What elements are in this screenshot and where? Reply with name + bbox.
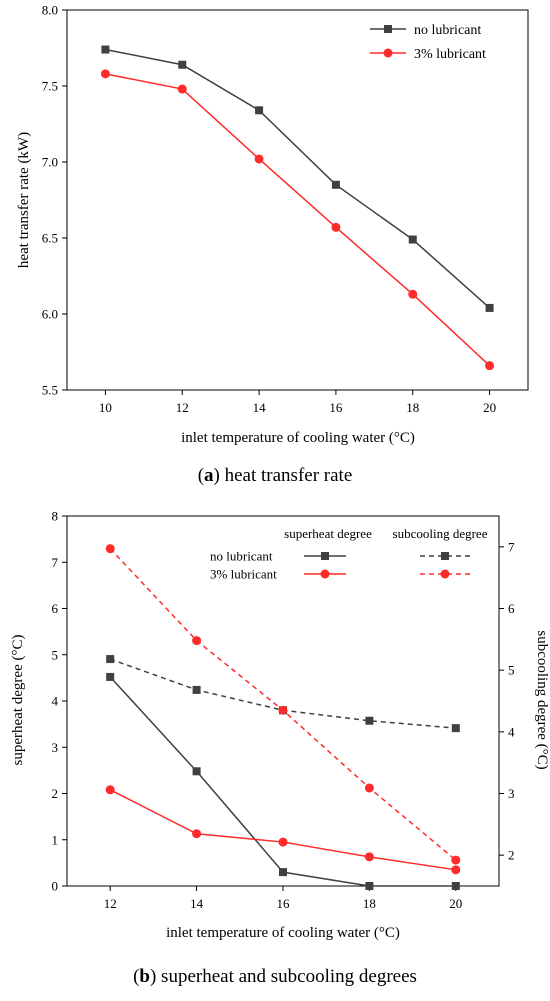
y-tick-label-a: 5.5 <box>42 383 58 398</box>
data-point-b-1 <box>278 837 288 847</box>
legend-marker-a <box>383 48 393 58</box>
caption-b: (b) superheat and subcooling degrees <box>133 966 417 987</box>
data-point-b-3 <box>278 705 288 715</box>
chart-superheat-subcooling: superheat degree (°C) subcooling degree … <box>10 509 550 988</box>
x-tick-label-a: 18 <box>406 400 419 415</box>
data-point-b-0 <box>279 868 287 877</box>
data-point-a-1 <box>408 289 418 299</box>
legend-row-label-b: no lubricant <box>210 549 273 564</box>
data-point-b-1 <box>451 865 461 875</box>
legend-label-a: 3% lubricant <box>414 47 486 62</box>
legend-a: no lubricant 3% lubricant <box>370 23 486 62</box>
caption-a-label: a <box>204 465 214 486</box>
legend-header-b: superheat degree <box>284 526 372 541</box>
data-point-a-0 <box>485 303 494 312</box>
y-tick-label-b: 4 <box>52 694 59 709</box>
data-point-a-1 <box>254 154 264 164</box>
y2-tick-label-b: 2 <box>508 848 515 863</box>
y-tick-label-a: 7.5 <box>42 79 58 94</box>
y-tick-label-a: 8.0 <box>42 3 58 18</box>
data-point-a-0 <box>178 60 187 69</box>
y2-tick-label-b: 3 <box>508 786 515 801</box>
legend-b: superheat degree subcooling degree no lubr… <box>210 526 488 582</box>
data-point-b-3 <box>451 855 461 865</box>
legend-marker-b <box>440 569 450 579</box>
y-axis-label-a: heat transfer rate (kW) <box>16 132 32 268</box>
legend-marker-b <box>441 552 449 560</box>
y-tick-label-b: 3 <box>52 740 59 755</box>
y-tick-label-b: 7 <box>52 555 59 570</box>
legend-marker-b <box>321 552 329 560</box>
caption-a-text: heat transfer rate <box>225 465 353 486</box>
data-point-a-0 <box>101 45 110 54</box>
x-tick-label-b: 16 <box>277 896 291 911</box>
data-point-b-3 <box>105 544 115 554</box>
y-tick-label-a: 7.0 <box>42 155 58 170</box>
y2-tick-label-b: 6 <box>508 601 515 616</box>
legend-row-label-b: 3% lubricant <box>210 567 277 582</box>
data-point-b-2 <box>106 655 115 664</box>
x-axis-label-a: inlet temperature of cooling water (°C) <box>181 430 415 446</box>
y-tick-label-b: 0 <box>52 879 59 894</box>
series-line-a-1 <box>105 73 491 367</box>
data-point-a-1 <box>100 69 110 79</box>
y-tick-label-b: 8 <box>52 509 59 524</box>
data-point-a-0 <box>408 235 417 244</box>
data-point-b-2 <box>365 716 374 725</box>
x-tick-label-b: 12 <box>104 896 117 911</box>
x-tick-label-a: 20 <box>483 400 496 415</box>
plot-frame-a <box>66 9 529 391</box>
series-line-b-3 <box>109 548 457 861</box>
legend-marker-a <box>384 25 392 33</box>
y-tick-label-b: 2 <box>52 786 59 801</box>
y-tick-label-a: 6.0 <box>42 307 58 322</box>
data-point-b-1 <box>192 829 202 839</box>
y-axis-label-b: superheat degree (°C) <box>10 635 26 766</box>
data-point-b-0 <box>106 672 115 681</box>
x-tick-label-a: 12 <box>176 400 189 415</box>
chart-heat-transfer-rate: heat transfer rate (kW) inlet temperatur… <box>16 3 529 486</box>
data-point-b-2 <box>451 724 460 733</box>
x-tick-label-a: 16 <box>329 400 343 415</box>
x-tick-label-b: 20 <box>449 896 462 911</box>
legend-marker-b <box>320 569 330 579</box>
y-tick-label-b: 1 <box>52 832 59 847</box>
data-point-a-1 <box>485 361 495 371</box>
data-point-b-1 <box>105 785 115 795</box>
caption-a: (a) heat transfer rate <box>198 465 353 486</box>
y2-tick-label-b: 4 <box>508 724 515 739</box>
data-point-a-0 <box>255 106 264 115</box>
data-point-b-2 <box>192 685 201 694</box>
data-point-b-1 <box>364 852 374 862</box>
x-tick-label-b: 14 <box>190 896 204 911</box>
data-point-a-1 <box>331 222 341 232</box>
series-line-b-1 <box>109 789 456 871</box>
legend-header-b: subcooling degree <box>393 526 488 541</box>
series-line-a-0 <box>105 48 491 309</box>
y2-tick-label-b: 5 <box>508 663 515 678</box>
data-point-b-0 <box>451 882 460 890</box>
x-axis-label-b: inlet temperature of cooling water (°C) <box>166 925 400 941</box>
legend-label-a: no lubricant <box>414 23 481 38</box>
x-tick-label-a: 10 <box>99 400 112 415</box>
data-point-b-0 <box>192 767 201 776</box>
x-tick-label-b: 18 <box>363 896 376 911</box>
series-line-b-2 <box>109 658 456 729</box>
caption-b-label: b <box>139 966 150 987</box>
y-tick-label-a: 6.5 <box>42 231 58 246</box>
data-point-b-3 <box>364 783 374 793</box>
y-tick-label-b: 6 <box>52 601 59 616</box>
x-tick-label-a: 14 <box>253 400 267 415</box>
data-point-b-0 <box>365 882 374 890</box>
y-tick-label-b: 5 <box>52 647 59 662</box>
caption-b-text: superheat and subcooling degrees <box>161 966 417 987</box>
y2-tick-label-b: 7 <box>508 539 515 554</box>
data-point-a-1 <box>177 84 187 94</box>
data-point-b-3 <box>192 636 202 646</box>
data-point-a-0 <box>331 180 340 189</box>
y2-axis-label-b: subcooling degree (°C) <box>534 630 550 769</box>
